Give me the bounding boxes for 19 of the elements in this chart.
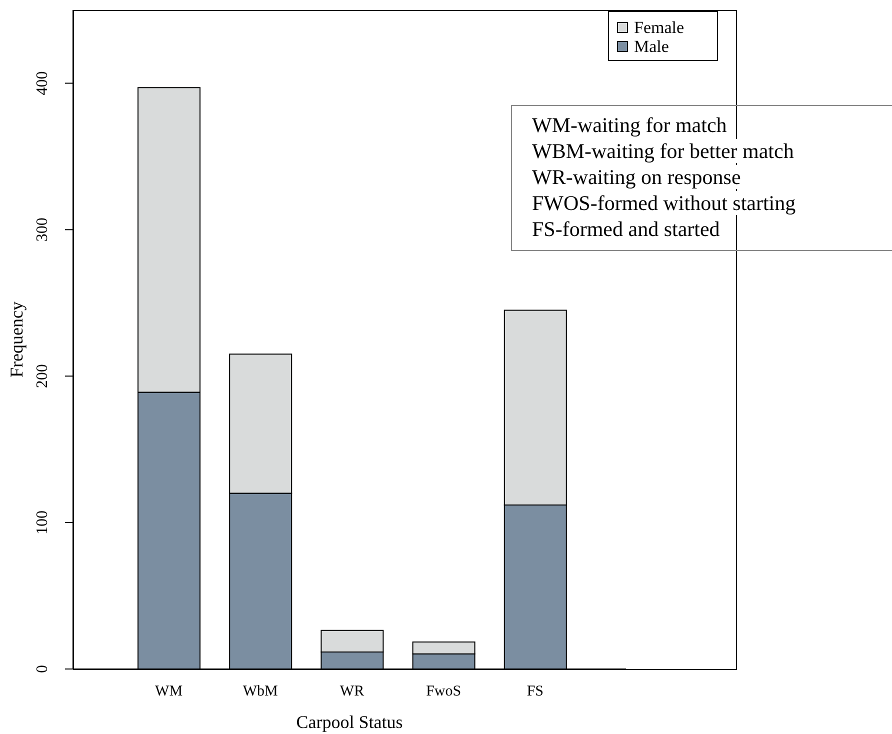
y-tick-label: 0 <box>34 665 51 673</box>
legend-label: Male <box>634 37 669 56</box>
x-tick-label: WM <box>155 684 183 700</box>
x-tick-label: WR <box>340 684 364 700</box>
x-tick-label: FwoS <box>426 684 462 700</box>
y-tick-label: 200 <box>34 364 51 388</box>
y-tick-label: 400 <box>34 71 51 96</box>
x-tick-label: WbM <box>242 684 278 700</box>
annotation: WM-waiting for match <box>532 113 727 137</box>
annotation: WBM-waiting for better match <box>532 139 794 163</box>
annotation: FS-formed and started <box>532 217 720 241</box>
x-axis-title: Carpool Status <box>296 712 403 732</box>
annotation: WR-waiting on response <box>532 165 741 189</box>
legend-label: Female <box>634 18 684 37</box>
annotation: FWOS-formed without starting <box>532 191 796 215</box>
x-tick-label: FS <box>526 684 544 700</box>
y-tick-label: 300 <box>34 218 51 242</box>
y-tick-label: 100 <box>34 510 51 535</box>
y-axis-title: Frequency <box>6 302 26 378</box>
